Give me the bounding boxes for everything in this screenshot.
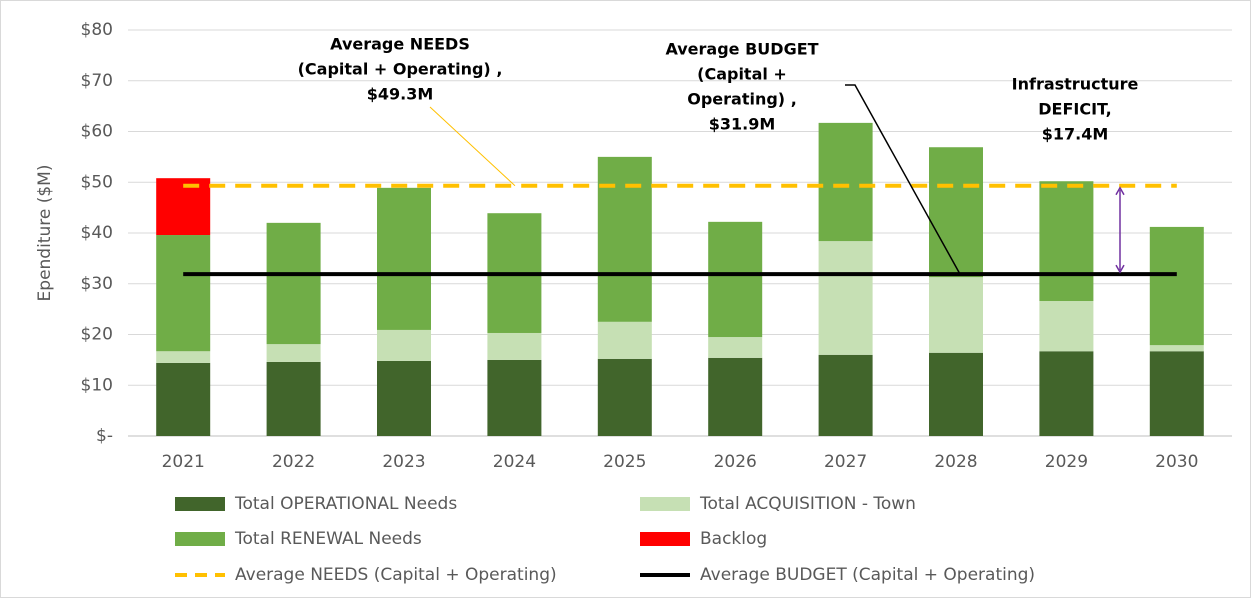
x-tick-label: 2022 [272,452,315,472]
legend-swatch [175,532,225,546]
bar-segment [266,222,321,345]
bar-segment [708,337,763,358]
y-tick-label: $30 [81,274,113,294]
annotation: (Capital + Operating) , [298,60,503,79]
bar-segment [1039,181,1094,302]
x-tick-label: 2028 [934,452,977,472]
bar-segment [377,187,431,330]
bar-segment [266,344,321,362]
bar-segment [708,221,763,338]
y-tick-label: $80 [81,20,113,40]
annotation: Operating) , [687,90,797,109]
y-tick-label: $60 [81,122,113,142]
x-tick-label: 2025 [603,452,646,472]
y-tick-label: $- [96,426,113,446]
y-tick-label: $10 [81,375,113,395]
bar-segment [929,147,983,278]
bar-segment [377,360,431,436]
bar-segment [1149,226,1204,346]
annotation: $31.9M [709,115,776,134]
bar-segment [818,241,873,355]
bar-segment [929,277,983,353]
bar-segment [1149,351,1204,436]
legend-label: Total OPERATIONAL Needs [234,494,457,514]
x-tick-label: 2024 [493,452,536,472]
arrow-head [1115,264,1125,274]
legend-swatch [640,497,690,511]
legend-label: Total ACQUISITION - Town [699,494,916,514]
y-tick-label: $40 [81,223,113,243]
y-axis-label: Ependiture ($M) [35,165,55,302]
bar-segment [708,357,763,436]
x-tick-label: 2029 [1045,452,1088,472]
bar-segment [597,358,652,436]
annotation: $49.3M [367,85,434,104]
x-tick-label: 2027 [824,452,867,472]
bar-segment [597,321,652,359]
legend-label: Total RENEWAL Needs [234,529,422,549]
annotation: Average NEEDS [330,35,470,54]
y-tick-label: $20 [81,325,113,345]
bar-segment [818,122,873,242]
leader-line [845,84,961,275]
x-tick-label: 2026 [714,452,757,472]
bar-segment [377,329,431,361]
legend-swatch [640,532,690,546]
annotation: $17.4M [1042,125,1109,144]
bar-segment [156,362,211,436]
y-tick-label: $50 [81,172,113,192]
bar-segment [1149,345,1204,352]
y-tick-label: $70 [81,71,113,91]
bar-segment [597,156,652,322]
arrow-head [1115,186,1125,196]
x-tick-label: 2030 [1155,452,1198,472]
annotation: (Capital + [697,65,787,84]
bar-segment [818,354,873,436]
bar-segment [487,359,542,436]
legend-label: Average BUDGET (Capital + Operating) [700,565,1035,585]
leader-line [429,106,516,187]
bar-segment [156,235,211,352]
bar-segment [266,361,321,436]
annotation: Infrastructure [1012,75,1139,94]
bar-segment [1039,301,1094,352]
annotation: DEFICIT, [1038,100,1112,119]
legend-label: Backlog [700,529,767,549]
x-tick-label: 2023 [382,452,425,472]
bar-segment [929,352,983,436]
bar-segment [487,332,542,360]
x-tick-label: 2021 [162,452,205,472]
bar-segment [1039,351,1094,436]
annotation: Average BUDGET [665,40,818,59]
bar-segment [156,351,211,363]
legend-swatch [175,497,225,511]
legend-label: Average NEEDS (Capital + Operating) [235,565,557,585]
